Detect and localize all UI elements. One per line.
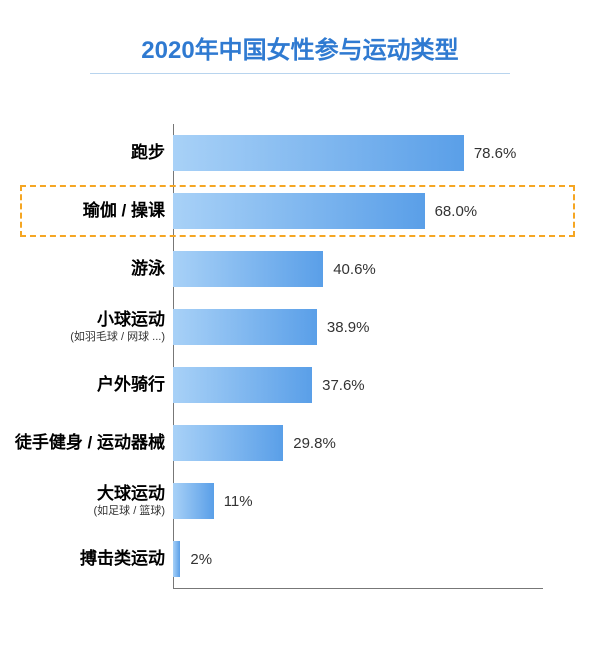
row-label: 搏击类运动: [0, 550, 173, 569]
bar-track: 68.0%: [173, 193, 477, 229]
bar-value-label: 2%: [180, 551, 212, 568]
bar: [173, 367, 312, 403]
title-underline: [90, 73, 510, 74]
row-label: 跑步: [0, 144, 173, 163]
row-label: 瑜伽 / 操课: [0, 202, 173, 221]
bar-value-label: 29.8%: [283, 435, 336, 452]
row-label-main: 游泳: [131, 260, 165, 279]
bar-row: 徒手健身 / 运动器械 29.8%: [0, 414, 600, 472]
row-label-main: 户外骑行: [97, 376, 165, 395]
bar-track: 38.9%: [173, 309, 369, 345]
row-label-sub: (如羽毛球 / 网球 ...): [70, 331, 165, 343]
bar: [173, 425, 283, 461]
bar-row: 大球运动(如足球 / 篮球) 11%: [0, 472, 600, 530]
row-label-sub: (如足球 / 篮球): [94, 505, 166, 517]
bar-value-label: 38.9%: [317, 319, 370, 336]
bar-track: 11%: [173, 483, 253, 519]
bar: [173, 135, 464, 171]
row-label: 游泳: [0, 260, 173, 279]
bar-row: 瑜伽 / 操课 68.0%: [0, 182, 600, 240]
bar-value-label: 37.6%: [312, 377, 365, 394]
x-axis: [173, 588, 543, 589]
bar-row: 游泳 40.6%: [0, 240, 600, 298]
bar-row: 户外骑行 37.6%: [0, 356, 600, 414]
bar: [173, 541, 180, 577]
bar: [173, 483, 214, 519]
bar-track: 78.6%: [173, 135, 516, 171]
bar-track: 37.6%: [173, 367, 365, 403]
row-label-main: 小球运动: [97, 311, 165, 330]
chart-area: 跑步 78.6% 瑜伽 / 操课 68.0% 游泳 40.6% 小球运动(如羽毛球 / 网球…: [0, 124, 600, 588]
bar-row: 跑步 78.6%: [0, 124, 600, 182]
bar-row: 小球运动(如羽毛球 / 网球 ...) 38.9%: [0, 298, 600, 356]
row-label: 徒手健身 / 运动器械: [0, 434, 173, 453]
row-label-main: 瑜伽 / 操课: [83, 202, 165, 221]
bar-value-label: 68.0%: [425, 203, 478, 220]
bar: [173, 309, 317, 345]
bar-value-label: 11%: [214, 493, 253, 510]
row-label-main: 跑步: [131, 144, 165, 163]
row-label: 户外骑行: [0, 376, 173, 395]
bar: [173, 193, 425, 229]
bar-track: 29.8%: [173, 425, 336, 461]
row-label-main: 大球运动: [97, 485, 165, 504]
bar: [173, 251, 323, 287]
bar-value-label: 78.6%: [464, 145, 517, 162]
row-label: 大球运动(如足球 / 篮球): [0, 485, 173, 518]
chart-title: 2020年中国女性参与运动类型: [0, 0, 600, 73]
bar-rows-container: 跑步 78.6% 瑜伽 / 操课 68.0% 游泳 40.6% 小球运动(如羽毛球 / 网球…: [0, 124, 600, 588]
bar-value-label: 40.6%: [323, 261, 376, 278]
row-label: 小球运动(如羽毛球 / 网球 ...): [0, 311, 173, 344]
bar-row: 搏击类运动 2%: [0, 530, 600, 588]
row-label-main: 徒手健身 / 运动器械: [15, 434, 165, 453]
row-label-main: 搏击类运动: [80, 550, 165, 569]
bar-track: 2%: [173, 541, 212, 577]
bar-track: 40.6%: [173, 251, 376, 287]
